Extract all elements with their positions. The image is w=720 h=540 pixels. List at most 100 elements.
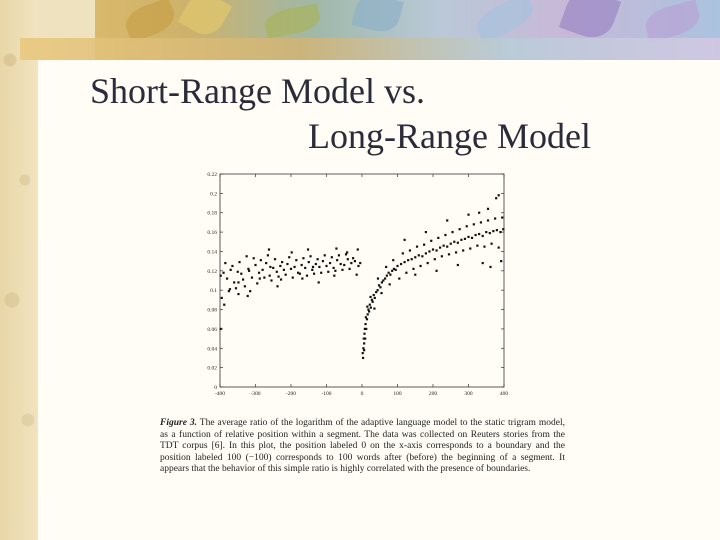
data-point xyxy=(233,281,236,284)
figure-caption: Figure 3. The average ratio of the logar… xyxy=(160,418,565,476)
data-point xyxy=(272,266,275,270)
data-point xyxy=(328,261,332,265)
data-point xyxy=(270,279,273,282)
data-point xyxy=(256,282,259,285)
data-point xyxy=(257,271,261,274)
data-point xyxy=(245,255,248,258)
x-tick-label: -300 xyxy=(250,391,260,397)
data-point xyxy=(249,290,252,293)
data-point xyxy=(279,278,283,281)
data-point xyxy=(314,262,317,266)
data-point xyxy=(373,296,376,300)
data-point xyxy=(265,261,268,265)
slide-title-line1: Short-Range Model vs. xyxy=(90,71,425,111)
data-point xyxy=(424,230,427,234)
data-point xyxy=(376,289,379,292)
data-point xyxy=(392,267,396,270)
data-point xyxy=(281,261,284,264)
data-point xyxy=(309,255,312,258)
data-point xyxy=(252,257,255,260)
data-point xyxy=(396,264,399,268)
data-point xyxy=(231,264,234,268)
data-point xyxy=(497,194,500,197)
data-point xyxy=(316,258,319,261)
data-point xyxy=(327,270,330,273)
data-point xyxy=(261,268,264,271)
data-point xyxy=(403,261,406,264)
y-tick-label: 0.08 xyxy=(207,308,217,314)
data-point xyxy=(388,283,391,286)
data-point xyxy=(320,271,323,274)
data-point xyxy=(273,258,277,261)
leaf-decoration xyxy=(177,0,233,42)
slide-title-line2: Long-Range Model xyxy=(308,116,591,156)
data-point xyxy=(259,259,262,262)
data-point xyxy=(472,223,475,226)
data-point xyxy=(248,269,251,272)
data-point xyxy=(350,261,353,265)
data-point xyxy=(419,264,422,268)
data-point xyxy=(243,285,246,288)
x-tick-label: -400 xyxy=(215,391,225,397)
data-point xyxy=(439,246,442,249)
y-tick-label: 0.2 xyxy=(210,191,217,197)
leaf-decoration xyxy=(263,3,322,39)
data-point xyxy=(486,219,490,222)
data-point xyxy=(250,276,254,279)
data-point xyxy=(333,274,336,277)
data-point xyxy=(357,264,360,268)
data-point xyxy=(286,262,289,266)
data-point xyxy=(266,254,270,257)
data-point xyxy=(363,332,366,335)
data-point xyxy=(362,347,365,350)
data-point xyxy=(318,265,321,269)
data-point xyxy=(226,277,229,280)
data-point xyxy=(467,213,470,216)
data-point xyxy=(362,337,365,340)
data-point xyxy=(371,300,374,303)
data-point xyxy=(222,271,225,274)
data-point xyxy=(237,281,240,284)
slide-content-area xyxy=(38,60,720,540)
data-point xyxy=(488,231,491,235)
data-point xyxy=(238,261,241,264)
data-point xyxy=(363,342,366,345)
data-point xyxy=(465,225,468,228)
data-point xyxy=(376,277,380,280)
data-point xyxy=(470,236,474,239)
data-point xyxy=(446,219,449,222)
data-point xyxy=(312,272,316,275)
data-point xyxy=(379,286,382,289)
data-point xyxy=(401,252,404,255)
data-point xyxy=(481,261,484,265)
data-point xyxy=(373,307,376,310)
data-point xyxy=(382,279,385,282)
data-point xyxy=(293,265,296,269)
data-point xyxy=(254,263,257,267)
y-tick-label: 0.18 xyxy=(207,211,217,217)
data-point xyxy=(394,268,397,271)
data-point xyxy=(237,292,240,296)
data-point xyxy=(300,263,303,267)
data-point xyxy=(391,269,394,272)
data-point xyxy=(424,252,427,255)
data-point xyxy=(478,232,481,236)
data-point xyxy=(279,264,282,268)
data-point xyxy=(363,349,366,352)
data-point xyxy=(421,255,424,258)
data-point xyxy=(263,276,266,279)
x-tick-label: 400 xyxy=(500,391,509,397)
data-point xyxy=(408,249,412,252)
y-tick-label: 0.14 xyxy=(207,249,217,255)
data-point xyxy=(447,253,451,256)
data-point xyxy=(305,274,309,277)
data-point xyxy=(428,250,431,253)
data-point xyxy=(440,255,443,258)
data-point xyxy=(370,298,374,301)
data-point xyxy=(240,272,243,275)
data-point xyxy=(228,288,232,291)
data-point xyxy=(332,266,335,270)
data-point xyxy=(476,244,479,247)
data-point xyxy=(359,261,362,265)
data-point xyxy=(224,261,227,265)
